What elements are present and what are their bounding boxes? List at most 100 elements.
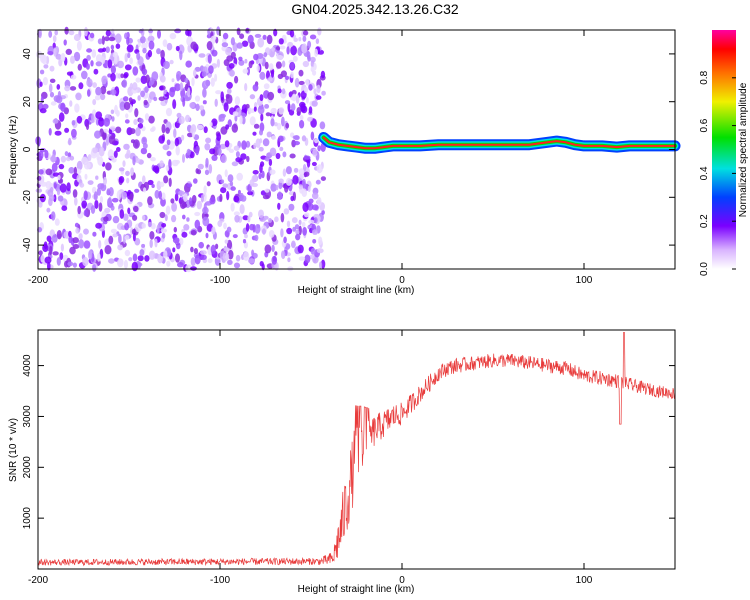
spectral-cell (312, 229, 318, 235)
spectral-cell (75, 227, 80, 234)
spectral-cell (290, 195, 295, 202)
spectral-cell (128, 97, 133, 103)
spectral-cell (186, 183, 193, 188)
spectral-cell (281, 116, 285, 127)
spectral-cell (228, 148, 234, 153)
spectral-cell (274, 216, 279, 223)
spectral-cell (253, 106, 257, 112)
spectral-cell (95, 175, 99, 180)
spectral-cell (278, 38, 284, 45)
spectral-cell (69, 246, 76, 255)
spectral-cell (290, 103, 296, 111)
spectral-cell (38, 150, 44, 160)
spectral-cell (69, 155, 75, 161)
spectral-cell (39, 108, 47, 114)
spectral-cell (248, 60, 253, 69)
spectral-cell (227, 119, 232, 128)
spectral-cell (302, 35, 307, 42)
spectral-cell (284, 100, 291, 105)
spectral-cell (60, 155, 67, 163)
spectral-cell (254, 224, 261, 234)
spectral-cell (54, 218, 60, 226)
spectral-cell (297, 244, 304, 254)
spectral-cell (229, 69, 235, 77)
spectral-cell (252, 131, 257, 136)
spectral-cell (244, 234, 248, 239)
spectral-cell (47, 51, 54, 55)
spectral-cell (251, 175, 258, 183)
spectral-cell (210, 244, 216, 255)
spectral-cell (51, 162, 58, 172)
spectral-cell (294, 224, 300, 230)
spectral-cell (168, 159, 172, 169)
spectral-cell (239, 115, 243, 125)
spectral-cell (139, 249, 145, 256)
spectral-cell (257, 37, 265, 48)
spectral-cell (114, 55, 118, 65)
spectral-cell (309, 34, 317, 40)
spectral-cell (302, 226, 307, 236)
spectral-cell (86, 78, 93, 87)
spectral-cell (89, 32, 95, 39)
spectral-cell (121, 79, 128, 88)
spectral-cell (226, 226, 232, 233)
spectral-cell (60, 102, 66, 112)
spectral-cell (205, 79, 211, 87)
spectral-cell (144, 86, 149, 93)
spectral-cell (181, 203, 188, 208)
spectral-cell (172, 247, 176, 253)
spectral-cell (45, 180, 52, 190)
spectral-cell (222, 252, 230, 261)
spectral-cell (211, 118, 218, 127)
spectral-cell (44, 149, 49, 159)
spectral-cell (110, 109, 115, 115)
spectral-cell (200, 254, 207, 260)
spectral-cell (196, 200, 202, 210)
spectral-cell (74, 103, 80, 113)
spectral-cell (103, 128, 109, 133)
spectral-cell (175, 122, 180, 129)
spectral-cell (207, 54, 212, 64)
spectral-cell (265, 112, 271, 117)
spectral-cell (141, 136, 148, 145)
spectral-cell (185, 114, 191, 123)
spectral-cell (269, 63, 274, 71)
colorbar-tick-label: 0.4 (699, 166, 710, 180)
spectral-cell (83, 209, 89, 217)
spectral-cell (275, 152, 281, 160)
spectral-cell (195, 145, 200, 156)
spectral-cell (254, 33, 262, 38)
spectral-cell (256, 64, 260, 72)
spectral-cell (74, 222, 79, 228)
spectral-cell (222, 183, 228, 188)
spectral-cell (95, 222, 102, 229)
colorbar-ticks: 0.0 0.2 0.4 0.6 0.8 (699, 70, 736, 276)
spectral-cell (159, 211, 166, 219)
spectral-cell (270, 69, 275, 78)
spectral-cell (319, 121, 326, 130)
spectral-cell (273, 108, 277, 114)
spectral-cell (77, 205, 81, 215)
spectral-cell (223, 102, 229, 112)
spectral-cell (154, 189, 160, 199)
spectral-cell (110, 228, 117, 234)
spectral-cell (291, 93, 297, 102)
spectral-cell (224, 169, 228, 178)
spectral-cell (225, 47, 232, 56)
spectral-cell (115, 43, 121, 49)
spectral-cell (281, 88, 286, 95)
spectral-cell (142, 175, 146, 184)
spectral-cell (317, 197, 322, 207)
spectral-cell (233, 195, 240, 203)
y-tick-label: 4000 (22, 354, 33, 377)
spectral-cell (279, 146, 284, 152)
spectral-cell (240, 153, 247, 160)
spectral-cell (161, 123, 166, 134)
spectral-cell (95, 54, 103, 63)
spectral-cell (298, 69, 304, 77)
spectral-cell (124, 234, 130, 241)
spectral-cell (253, 123, 260, 129)
spectral-cell (238, 56, 243, 62)
spectral-cell (96, 253, 101, 262)
spectral-cell (108, 129, 113, 135)
